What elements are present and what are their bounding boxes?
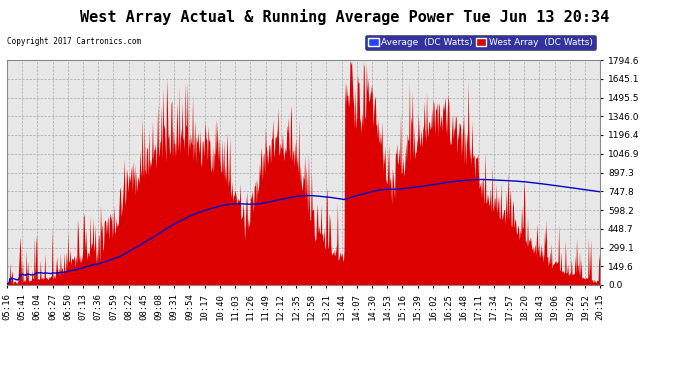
Legend: Average  (DC Watts), West Array  (DC Watts): Average (DC Watts), West Array (DC Watts… xyxy=(365,35,595,50)
Text: Copyright 2017 Cartronics.com: Copyright 2017 Cartronics.com xyxy=(7,38,141,46)
Text: West Array Actual & Running Average Power Tue Jun 13 20:34: West Array Actual & Running Average Powe… xyxy=(80,9,610,26)
